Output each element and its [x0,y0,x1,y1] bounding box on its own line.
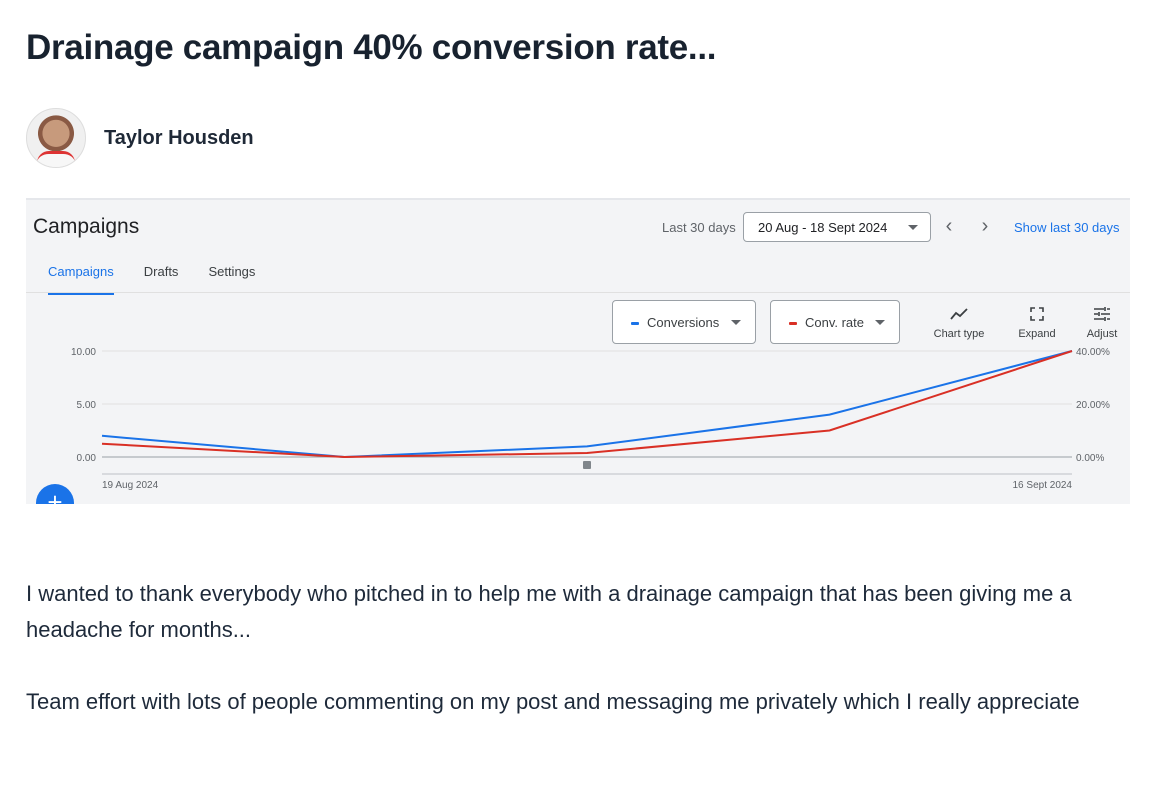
add-fab-button[interactable]: + [36,484,74,504]
y-right-tick-label: 0.00% [1076,453,1104,464]
conversions-metric-label: Conversions [647,315,720,330]
campaigns-screenshot: Campaigns Last 30 days 20 Aug - 18 Sept … [26,198,1130,504]
tab-bar: Campaigns Drafts Settings [48,264,285,295]
x-tick-label: 19 Aug 2024 [102,480,159,491]
expand-icon [1030,307,1044,321]
chevron-down-icon [908,225,918,230]
tab-settings[interactable]: Settings [208,264,256,279]
chevron-left-icon[interactable]: ‹ [945,215,953,237]
y-right-tick-label: 20.00% [1076,400,1110,411]
series-line-conversions [101,350,1073,459]
adjust-button[interactable]: Adjust [1080,306,1124,340]
chart-type-button[interactable]: Chart type [930,306,988,340]
x-tick-label: 16 Sept 2024 [1013,480,1073,491]
show-last-30-days-link[interactable]: Show last 30 days [1014,220,1120,235]
plus-icon: + [47,487,63,504]
expand-label: Expand [1018,328,1056,340]
y-right-tick-label: 40.00% [1076,347,1110,358]
conv-rate-metric-select[interactable]: Conv. rate [770,300,900,344]
chevron-down-icon [875,320,885,325]
expand-button[interactable]: Expand [1012,306,1062,340]
author-row: Taylor Housden [26,108,254,168]
post-paragraph-2: Team effort with lots of people commenti… [26,689,1080,714]
conv-rate-metric-label: Conv. rate [805,315,865,330]
tab-campaigns[interactable]: Campaigns [48,264,114,295]
series-line-conv-rate [101,350,1073,459]
date-range-select[interactable]: 20 Aug - 18 Sept 2024 [743,212,931,242]
avatar[interactable] [26,108,86,168]
chevron-right-icon[interactable]: › [981,215,989,237]
chart-type-label: Chart type [933,328,985,340]
sliders-icon [1094,307,1110,321]
conversions-legend-swatch [631,322,639,326]
y-left-tick-label: 0.00 [77,453,97,464]
post-title: Drainage campaign 40% conversion rate... [26,28,717,67]
conversions-metric-select[interactable]: Conversions [612,300,756,344]
post-paragraph-1: I wanted to thank everybody who pitched … [26,581,1072,642]
conversions-line-chart: 0.00 5.00 10.00 0.00% 20.00% 40.00% 19 Aug 202… [71,347,1110,491]
tab-divider [26,292,1130,293]
campaigns-heading: Campaigns [33,215,140,238]
date-range-value: 20 Aug - 18 Sept 2024 [758,220,888,235]
adjust-label: Adjust [1086,328,1118,340]
line-chart-icon [950,308,968,320]
chevron-down-icon [731,320,741,325]
y-left-tick-label: 10.00 [71,347,96,358]
range-slider-handle [583,461,591,469]
y-left-tick-label: 5.00 [77,400,97,411]
author-name[interactable]: Taylor Housden [104,126,254,149]
tab-drafts[interactable]: Drafts [143,264,179,279]
range-label: Last 30 days [662,220,736,235]
conv-rate-legend-swatch [789,322,797,326]
